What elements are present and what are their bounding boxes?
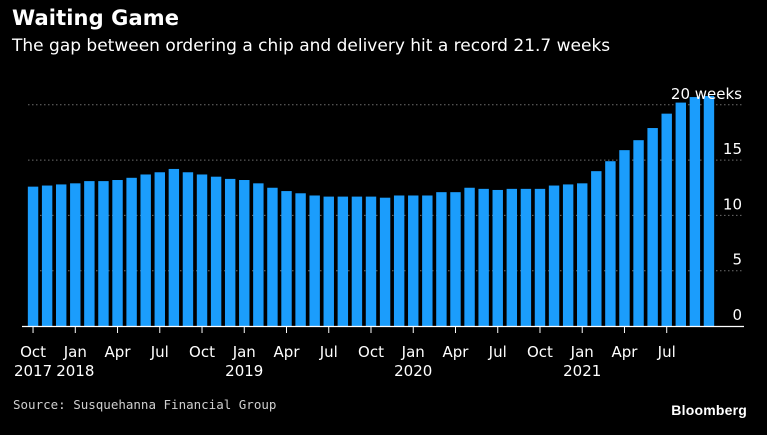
x-tick-label: Oct (189, 343, 215, 361)
bar (41, 185, 53, 326)
x-year-label: 2017 (14, 362, 52, 380)
bar (224, 178, 236, 326)
bar (661, 113, 672, 327)
bar (562, 184, 574, 326)
y-tick-label: 5 (732, 251, 742, 269)
bar (70, 183, 81, 326)
bar (647, 128, 658, 326)
x-tick-label: Jul (150, 343, 169, 361)
x-tick-label: Jul (319, 343, 338, 361)
bar (126, 177, 137, 326)
bloomberg-logo: Bloomberg (671, 402, 747, 418)
bar (281, 191, 292, 326)
x-year-label: 2018 (56, 362, 94, 380)
bar (408, 195, 419, 326)
bar (548, 185, 560, 326)
bar (675, 102, 687, 326)
bar (619, 150, 630, 326)
bar (84, 181, 95, 326)
bar (98, 181, 109, 326)
bar (478, 188, 489, 326)
bar (27, 186, 39, 326)
x-tick-label: Apr (443, 343, 470, 361)
bar (689, 97, 701, 326)
y-tick-label: 0 (732, 306, 742, 324)
x-tick-label: Oct (527, 343, 553, 361)
bar (464, 187, 475, 326)
bar (393, 195, 405, 326)
source-note: Source: Susquehanna Financial Group (13, 397, 277, 412)
x-tick-label: Apr (105, 343, 132, 361)
x-tick-label: Jul (488, 343, 507, 361)
x-tick-label: Jan (401, 343, 425, 361)
x-year-label: 2019 (225, 362, 263, 380)
x-tick-label: Jan (232, 343, 256, 361)
bar (492, 189, 503, 326)
x-tick-label: Jul (657, 343, 676, 361)
y-tick-label: 15 (723, 140, 742, 158)
bar (154, 172, 165, 326)
bar (140, 174, 151, 326)
x-tick-label: Oct (358, 343, 384, 361)
bar (351, 196, 363, 326)
bar (534, 188, 546, 326)
bar (337, 196, 349, 326)
bar (520, 188, 532, 326)
bar (365, 196, 377, 326)
bar (422, 195, 433, 326)
chart-subtitle: The gap between ordering a chip and deli… (12, 36, 611, 56)
y-tick-label: 20 weeks (671, 85, 742, 103)
bar (239, 180, 250, 326)
x-tick-label: Apr (274, 343, 301, 361)
bar (112, 180, 123, 326)
y-tick-label: 10 (723, 195, 742, 213)
bar (196, 174, 208, 326)
bar (591, 171, 602, 326)
bar (450, 192, 461, 326)
bar (267, 187, 278, 326)
y-axis-labels: 0 5 10 15 20 weeks (671, 85, 742, 324)
x-tick-label: Apr (611, 343, 638, 361)
bar (309, 195, 320, 326)
bar (703, 95, 715, 326)
x-tick-label: Jan (63, 343, 87, 361)
bar (55, 184, 67, 326)
bar (210, 176, 222, 326)
bar (182, 172, 194, 326)
x-year-label: 2021 (563, 362, 601, 380)
bar (605, 161, 616, 326)
bar (379, 197, 391, 326)
bars (27, 95, 715, 327)
bar (633, 140, 644, 326)
x-tick-label: Jan (570, 343, 594, 361)
x-year-label: 2020 (394, 362, 432, 380)
bar (168, 168, 180, 326)
bar (253, 183, 264, 326)
bar (577, 183, 588, 326)
chart-title: Waiting Game (12, 6, 180, 30)
bar (323, 196, 334, 326)
bar (295, 193, 306, 326)
bar (506, 188, 518, 326)
x-tick-label: Oct (20, 343, 46, 361)
bar (436, 192, 447, 326)
